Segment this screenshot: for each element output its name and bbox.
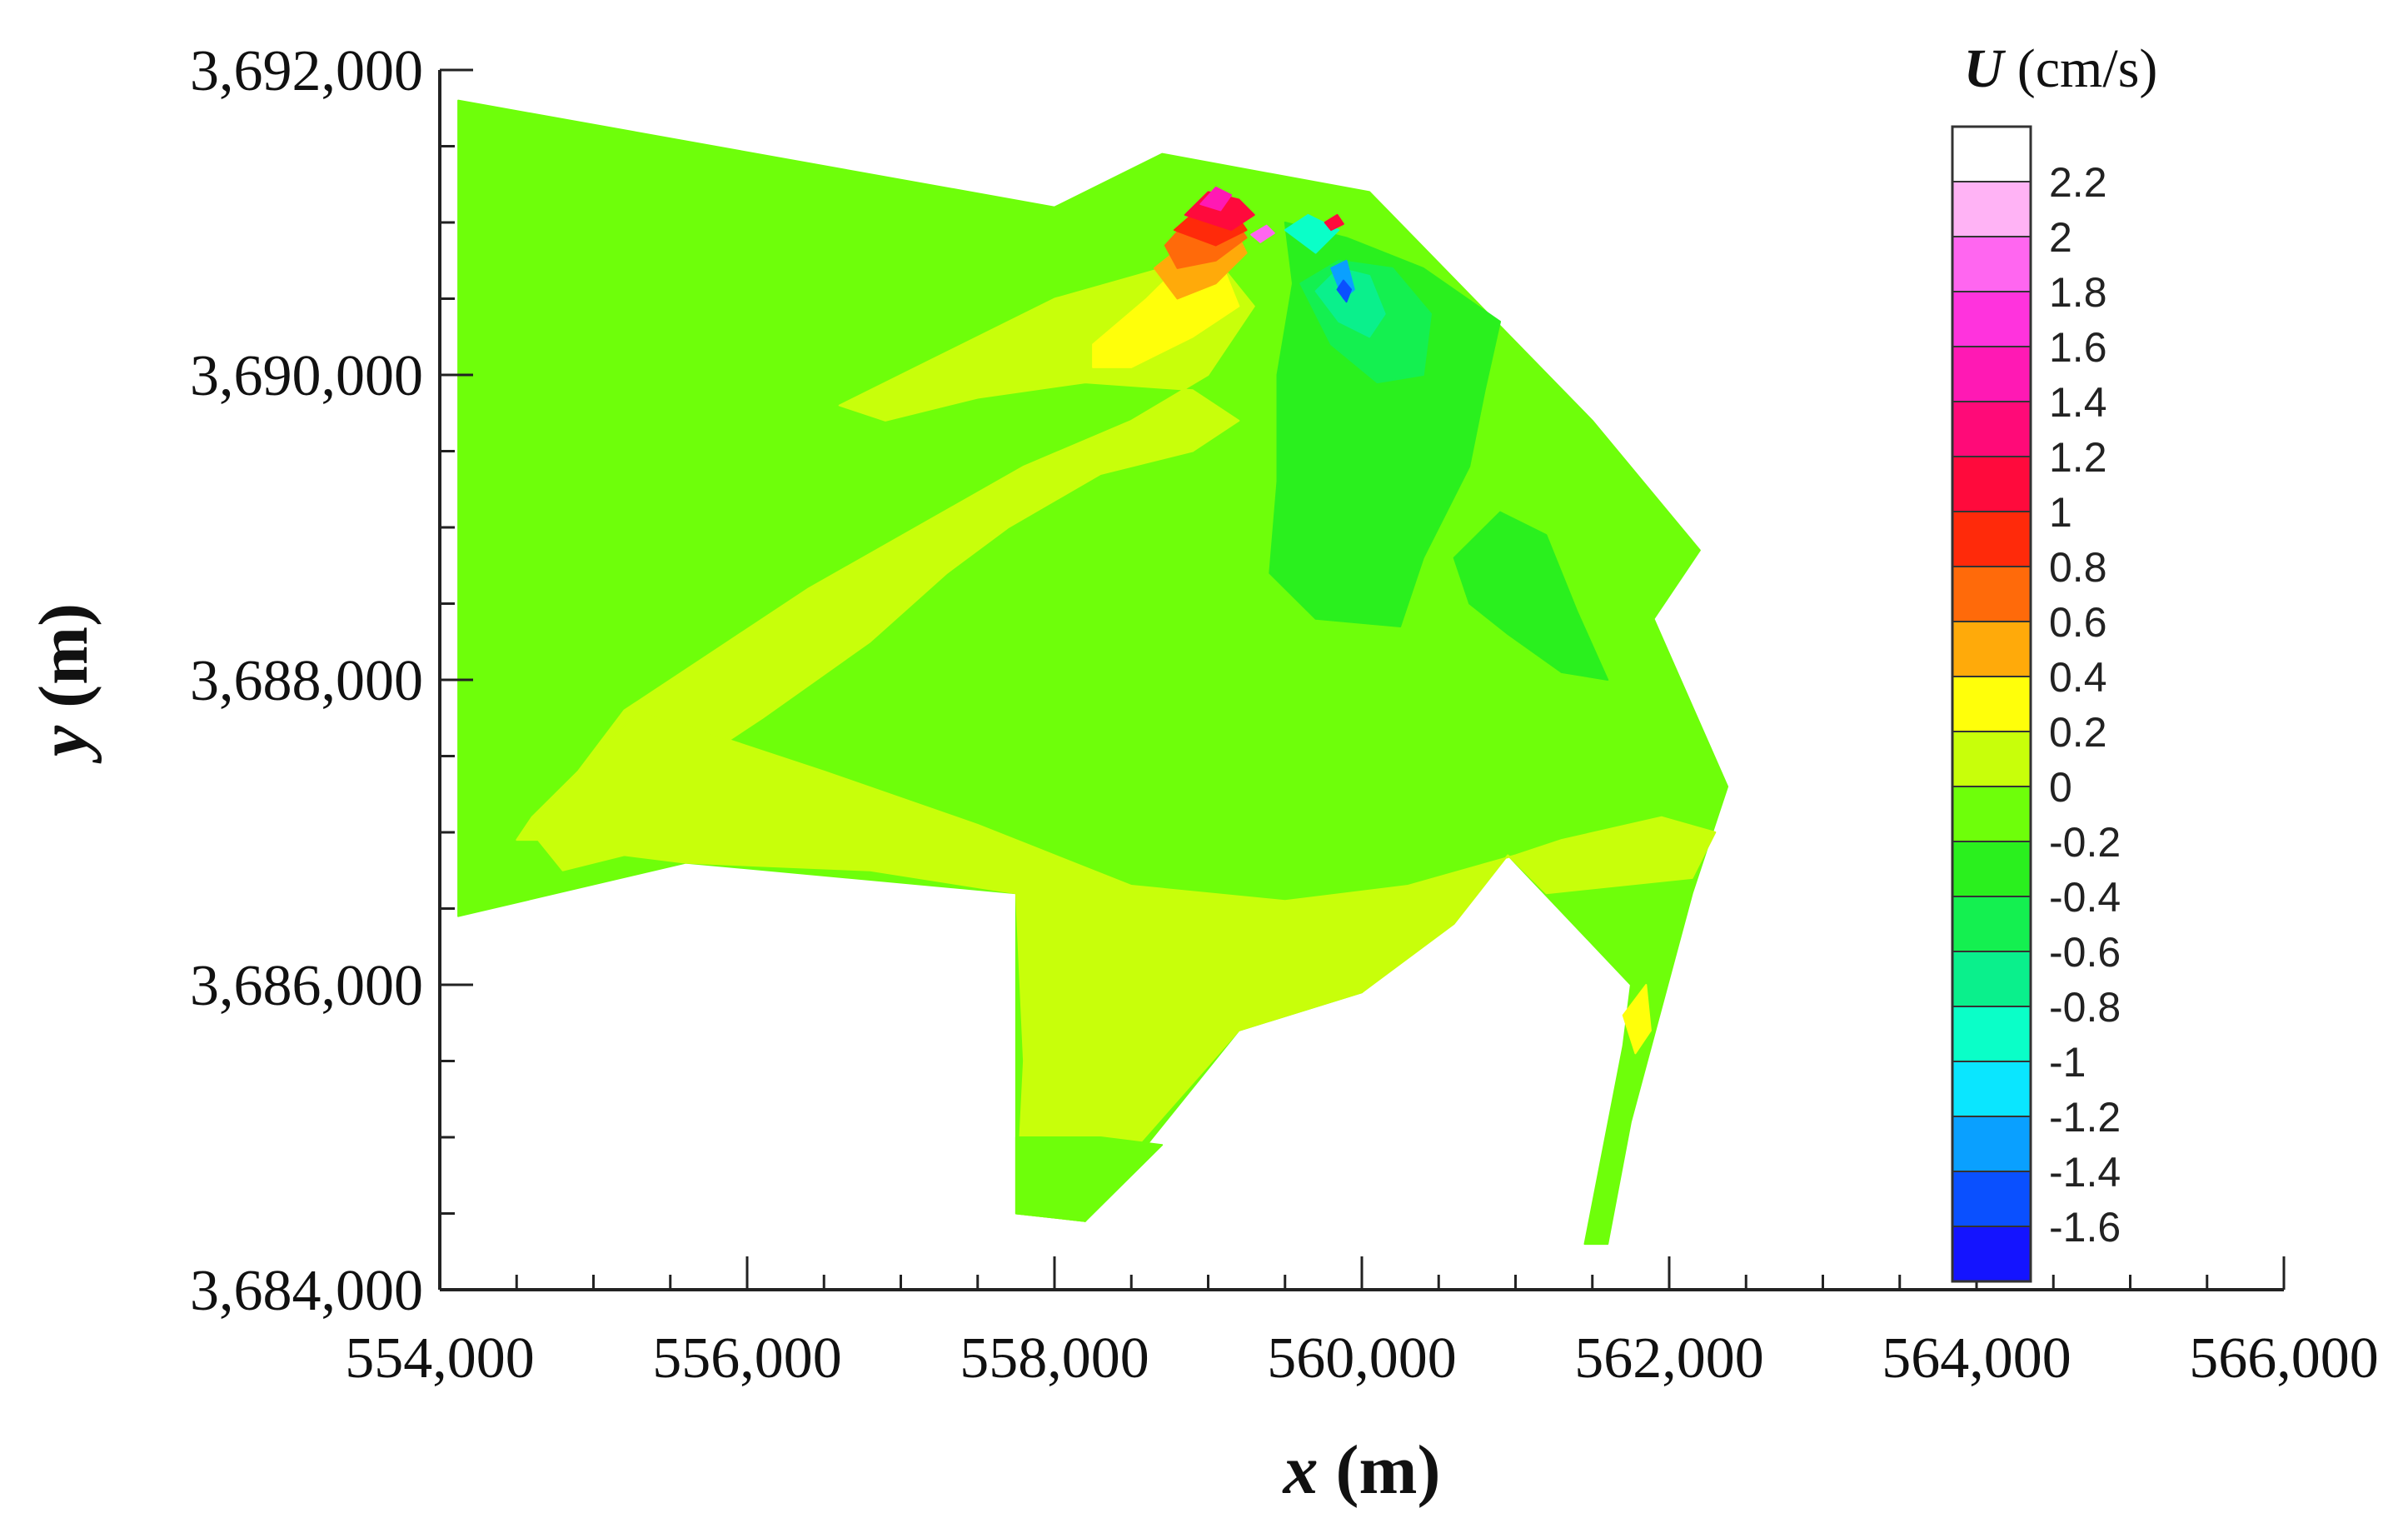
colorbar-tick-label: -1.6 bbox=[2049, 1204, 2121, 1251]
x-axis-title: x (m) bbox=[1282, 1431, 1441, 1509]
contour-region-1 bbox=[516, 267, 1255, 841]
colorbar: U (cm/s) 2.2 2 1.8 1.6 1.4 1.2 1 0.8 0.6 0.4 0.2 0 -… bbox=[1951, 38, 2158, 1283]
contour-region-8 bbox=[1284, 213, 1340, 254]
colorbar-band bbox=[1952, 456, 2032, 512]
contour-region-10 bbox=[1336, 279, 1353, 303]
colorbar-tick-label: 0.4 bbox=[2049, 654, 2107, 701]
contour-region-18 bbox=[1250, 224, 1275, 243]
colorbar-tick-label: 1.2 bbox=[2049, 434, 2107, 481]
x-tick-label: 556,000 bbox=[652, 1326, 842, 1391]
colorbar-tick-label: 1.8 bbox=[2049, 269, 2107, 316]
colorbar-band bbox=[1952, 951, 2032, 1007]
contour-field bbox=[457, 99, 1729, 1246]
colorbar-band bbox=[1952, 786, 2032, 842]
contour-region-17 bbox=[1199, 186, 1233, 212]
colorbar-band bbox=[1952, 511, 2032, 567]
y-tick-label: 3,684,000 bbox=[190, 1259, 423, 1323]
colorbar-band bbox=[1952, 1226, 2032, 1282]
colorbar-frame bbox=[1951, 125, 2032, 1283]
contour-region-12 bbox=[1622, 984, 1652, 1055]
colorbar-band bbox=[1952, 1061, 2032, 1117]
colorbar-band bbox=[1952, 291, 2032, 347]
axes: 554,000 556,000 558,000 560,000 562,000 564,0… bbox=[190, 39, 2379, 1391]
colorbar-band bbox=[1952, 621, 2032, 677]
colorbar-tick-label: 0.2 bbox=[2049, 709, 2107, 756]
colorbar-tick-label: -1 bbox=[2049, 1039, 2086, 1086]
colorbar-band bbox=[1952, 1006, 2032, 1062]
contour-region-5 bbox=[1453, 511, 1609, 681]
colorbar-tick-label: -1.2 bbox=[2049, 1094, 2121, 1141]
colorbar-band bbox=[1952, 566, 2032, 622]
colorbar-band bbox=[1952, 896, 2032, 952]
y-tick-label: 3,690,000 bbox=[190, 344, 423, 408]
y-tick-label: 3,686,000 bbox=[190, 954, 423, 1018]
colorbar-band bbox=[1952, 731, 2032, 787]
colorbar-tick-label: -0.6 bbox=[2049, 929, 2121, 976]
colorbar-tick-label: 2 bbox=[2049, 214, 2072, 261]
x-ticks: 554,000 556,000 558,000 560,000 562,000 564,0… bbox=[345, 1256, 2379, 1391]
colorbar-band bbox=[1952, 1171, 2032, 1227]
colorbar-tick-label: 1 bbox=[2049, 489, 2072, 536]
colorbar-labels: 2.2 2 1.8 1.6 1.4 1.2 1 0.8 0.6 0.4 0.2 0 -0.2 -0.4 -0… bbox=[2049, 159, 2121, 1251]
y-axis-title: y (m) bbox=[25, 603, 102, 764]
y-tick-label: 3,692,000 bbox=[190, 39, 423, 103]
colorbar-tick-label: 1.4 bbox=[2049, 379, 2107, 426]
contour-region-3 bbox=[1015, 1136, 1164, 1222]
colorbar-tick-label: 0.8 bbox=[2049, 544, 2107, 591]
colorbar-band bbox=[1952, 126, 2032, 182]
x-tick-label: 558,000 bbox=[960, 1326, 1149, 1391]
colorbar-tick-label: 0 bbox=[2049, 764, 2072, 811]
y-ticks: 3,684,000 3,686,000 3,688,000 3,690,000 3,69… bbox=[190, 39, 473, 1323]
colorbar-band bbox=[1952, 676, 2032, 732]
colorbar-tick-label: 1.6 bbox=[2049, 324, 2107, 371]
colorbar-tick-label: 2.2 bbox=[2049, 159, 2107, 206]
x-tick-label: 562,000 bbox=[1574, 1326, 1764, 1391]
x-tick-label: 564,000 bbox=[1882, 1326, 2071, 1391]
colorbar-band bbox=[1952, 181, 2032, 237]
colorbar-tick-label: -0.4 bbox=[2049, 874, 2121, 921]
x-tick-label: 560,000 bbox=[1267, 1326, 1457, 1391]
colorbar-band bbox=[1952, 841, 2032, 897]
contour-region-19 bbox=[1324, 213, 1344, 232]
x-tick-label: 554,000 bbox=[345, 1326, 535, 1391]
colorbar-tick-label: -0.8 bbox=[2049, 984, 2121, 1031]
x-tick-label: 566,000 bbox=[2189, 1326, 2379, 1391]
colorbar-band bbox=[1952, 236, 2032, 292]
colorbar-tick-label: -0.2 bbox=[2049, 819, 2121, 866]
colorbar-title: U (cm/s) bbox=[1964, 38, 2158, 99]
colorbar-band bbox=[1952, 1116, 2032, 1172]
colorbar-tick-label: 0.6 bbox=[2049, 599, 2107, 646]
y-tick-label: 3,688,000 bbox=[190, 649, 423, 713]
colorbar-band bbox=[1952, 401, 2032, 457]
contour-region-2 bbox=[531, 709, 1717, 1222]
colorbar-tick-label: -1.4 bbox=[2049, 1149, 2121, 1196]
colorbar-band bbox=[1952, 346, 2032, 402]
colorbar-bands bbox=[1951, 125, 2032, 1283]
